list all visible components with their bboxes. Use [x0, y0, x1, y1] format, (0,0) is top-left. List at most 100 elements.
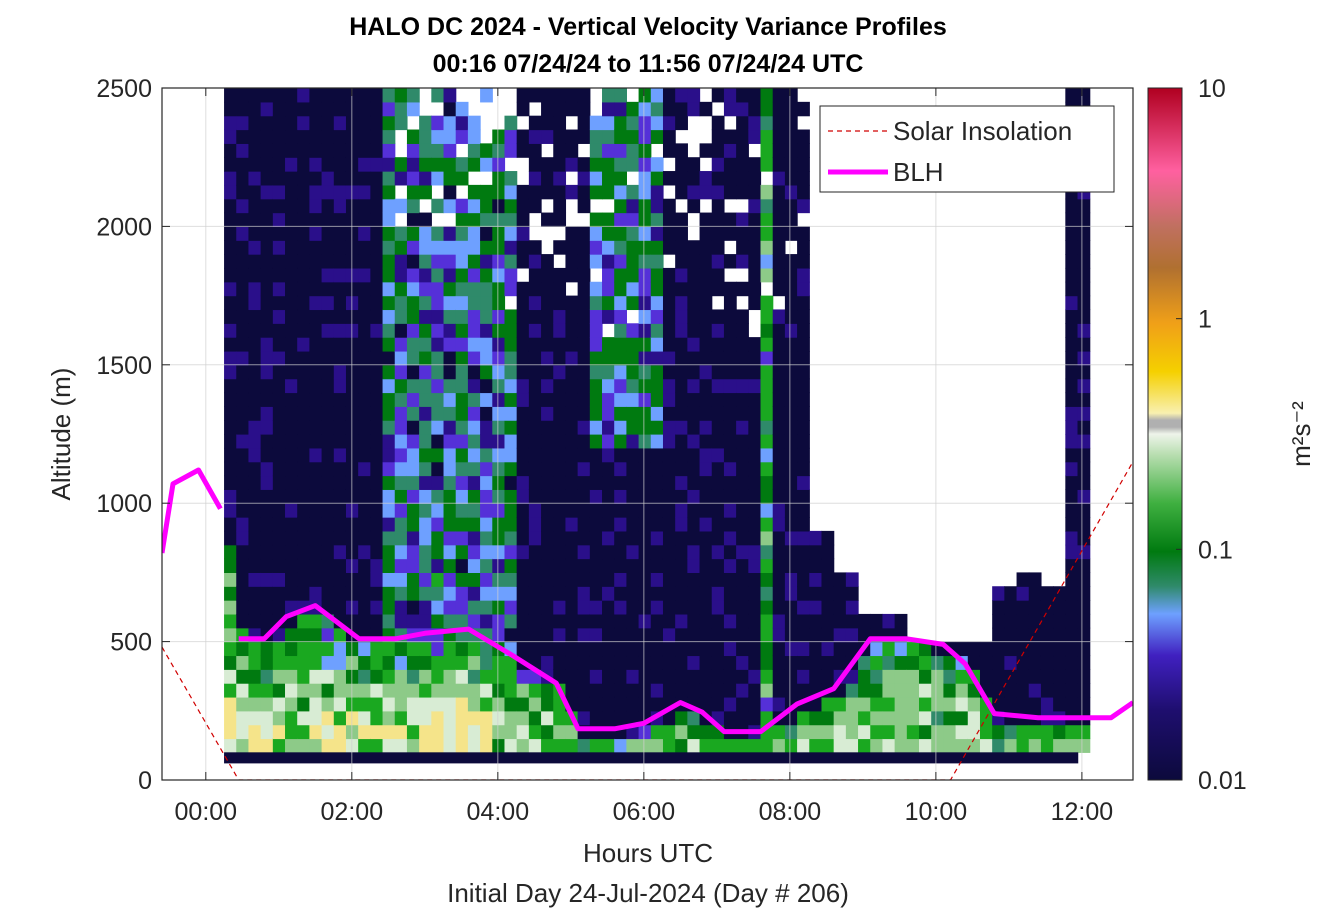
heatmap-cell	[553, 198, 567, 214]
heatmap-cell	[784, 683, 798, 698]
heatmap-cell	[809, 641, 823, 657]
heatmap-cell	[650, 267, 664, 283]
heatmap-cell	[333, 544, 347, 560]
heatmap-cell	[455, 669, 469, 684]
heatmap-cell	[260, 489, 274, 504]
heatmap-cell	[772, 475, 786, 490]
heatmap-cell	[504, 586, 518, 601]
heatmap-cell	[602, 281, 615, 297]
heatmap-cell	[272, 212, 286, 227]
heatmap-cell	[638, 101, 652, 117]
heatmap-cell	[1004, 655, 1018, 670]
heatmap-cell	[797, 461, 810, 477]
heatmap-cell	[248, 558, 262, 573]
heatmap-cell	[492, 627, 506, 643]
heatmap-cell	[370, 337, 384, 352]
heatmap-cell	[224, 171, 237, 186]
heatmap-cell	[699, 530, 713, 546]
heatmap-cell	[602, 503, 615, 518]
heatmap-cell	[723, 613, 737, 629]
heatmap-cell	[772, 364, 786, 380]
heatmap-cell	[1065, 613, 1079, 629]
heatmap-cell	[577, 558, 591, 573]
heatmap-cell	[772, 530, 786, 546]
heatmap-cell	[711, 406, 725, 421]
heatmap-cell	[602, 627, 615, 643]
heatmap-cell	[614, 198, 627, 214]
heatmap-cell	[224, 517, 237, 532]
heatmap-cell	[1004, 738, 1018, 753]
heatmap-cell	[650, 115, 664, 131]
heatmap-cell	[333, 309, 347, 324]
heatmap-cell	[577, 434, 591, 449]
heatmap-cell	[589, 420, 603, 435]
heatmap-cell	[297, 489, 310, 504]
heatmap-cell	[699, 475, 713, 490]
heatmap-cell	[541, 254, 554, 269]
heatmap-cell	[504, 434, 518, 449]
heatmap-cell	[297, 724, 310, 740]
heatmap-cell	[748, 655, 762, 670]
heatmap-cell	[382, 254, 396, 269]
heatmap-cell	[565, 503, 579, 518]
heatmap-cell	[297, 613, 310, 629]
heatmap-cell	[541, 600, 554, 615]
heatmap-cell	[333, 406, 347, 421]
heatmap-cell	[406, 641, 420, 657]
heatmap-cell	[443, 101, 457, 117]
heatmap-cell	[748, 683, 762, 698]
heatmap-cell	[870, 669, 884, 684]
heatmap-cell	[406, 503, 420, 518]
heatmap-cell	[492, 350, 506, 366]
heatmap-cell	[736, 434, 749, 449]
heatmap-cell	[650, 613, 664, 629]
heatmap-cell	[565, 254, 579, 269]
heatmap-cell	[638, 198, 652, 214]
heatmap-cell	[382, 434, 396, 449]
heatmap-cell	[260, 475, 274, 490]
heatmap-cell	[577, 323, 591, 338]
heatmap-cell	[370, 447, 384, 463]
heatmap-cell	[565, 434, 579, 449]
heatmap-cell	[285, 88, 298, 103]
heatmap-cell	[675, 641, 688, 657]
heatmap-cell	[614, 337, 627, 352]
heatmap-cell	[723, 447, 737, 463]
heatmap-cell	[870, 655, 884, 670]
heatmap-cell	[443, 517, 457, 532]
heatmap-cell	[919, 738, 932, 753]
heatmap-cell	[321, 267, 335, 283]
heatmap-cell	[382, 364, 396, 380]
heatmap-cell	[467, 364, 481, 380]
heatmap-cell	[894, 655, 908, 670]
heatmap-cell	[321, 295, 335, 311]
heatmap-cell	[577, 461, 591, 477]
heatmap-cell	[480, 309, 493, 324]
heatmap-cell	[638, 406, 652, 421]
heatmap-cell	[638, 572, 652, 587]
heatmap-cell	[236, 240, 250, 255]
heatmap-cell	[455, 475, 469, 490]
heatmap-cell	[577, 115, 591, 131]
x-tick-label: 00:00	[175, 798, 238, 826]
heatmap-cell	[614, 212, 627, 227]
heatmap-cell	[626, 655, 640, 670]
colorbar-tick-label: 0.01	[1198, 767, 1247, 795]
heatmap-cell	[1077, 724, 1091, 740]
heatmap-cell	[687, 240, 701, 255]
heatmap-cell	[748, 627, 762, 643]
heatmap-cell	[675, 364, 688, 380]
heatmap-cell	[272, 184, 286, 200]
heatmap-cell	[333, 489, 347, 504]
heatmap-cell	[662, 226, 676, 241]
heatmap-cell	[419, 350, 432, 366]
heatmap-cell	[797, 489, 810, 504]
heatmap-cell	[602, 420, 615, 435]
heatmap-cell	[370, 184, 384, 200]
heatmap-cell	[443, 530, 457, 546]
heatmap-cell	[248, 309, 262, 324]
colorbar-tick-label: 1	[1198, 306, 1212, 334]
heatmap-cell	[224, 434, 237, 449]
heatmap-cell	[784, 364, 798, 380]
